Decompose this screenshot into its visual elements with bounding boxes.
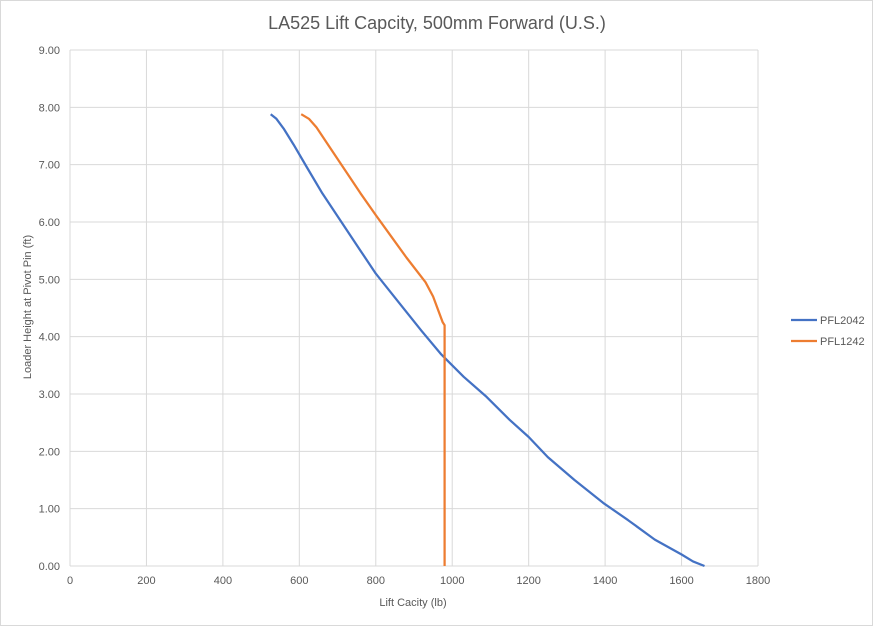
y-tick-label: 6.00 <box>39 217 60 229</box>
y-tick-label: 5.00 <box>39 274 60 286</box>
grid <box>69 49 759 567</box>
legend: PFL2042 PFL1242 <box>791 315 865 348</box>
x-tick-label: 200 <box>137 575 155 587</box>
series-line-pfl1242 <box>300 113 446 566</box>
x-tick-label: 600 <box>290 575 308 587</box>
y-tick-label: 9.00 <box>39 45 60 57</box>
y-tick-label: 0.00 <box>39 561 60 573</box>
y-tick-label: 3.00 <box>39 389 60 401</box>
x-tick-label: 1600 <box>669 575 693 587</box>
axes: 0 200 400 600 800 1000 1200 1400 1600 1800 0.00 1.0… <box>39 45 771 587</box>
y-axis-label: Loader Height at Pivot Pin (ft) <box>22 235 34 379</box>
x-tick-label: 1800 <box>746 575 770 587</box>
x-tick-label: 800 <box>367 575 385 587</box>
series-line-pfl2042 <box>269 113 705 568</box>
x-tick-label: 400 <box>214 575 232 587</box>
series-lines <box>269 113 705 568</box>
y-tick-label: 7.00 <box>39 160 60 172</box>
x-tick-label: 0 <box>67 575 73 587</box>
y-tick-label: 1.00 <box>39 504 60 516</box>
chart-title: LA525 Lift Capcity, 500mm Forward (U.S.) <box>268 13 606 33</box>
y-tick-label: 4.00 <box>39 332 60 344</box>
x-tick-label: 1200 <box>516 575 540 587</box>
legend-label: PFL1242 <box>820 336 865 348</box>
x-axis-label: Lift Cacity (lb) <box>379 597 446 609</box>
x-tick-label: 1000 <box>440 575 464 587</box>
legend-label: PFL2042 <box>820 315 865 327</box>
x-tick-label: 1400 <box>593 575 617 587</box>
y-tick-label: 2.00 <box>39 446 60 458</box>
y-tick-label: 8.00 <box>39 102 60 114</box>
